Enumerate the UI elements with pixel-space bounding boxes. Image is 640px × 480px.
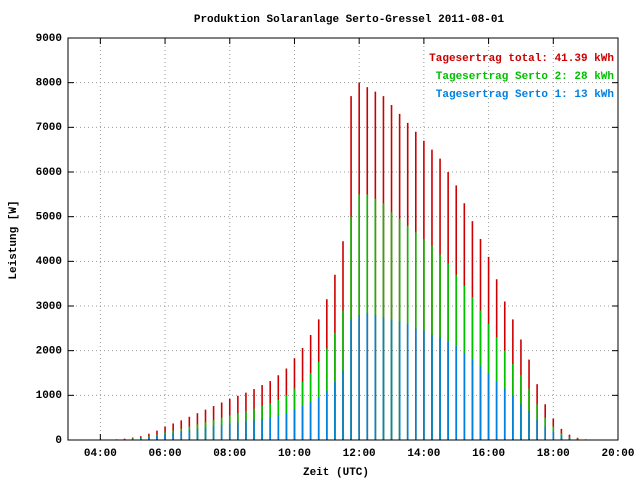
y-tick-label: 8000 [36,78,62,90]
x-tick-label: 20:00 [601,448,634,460]
y-tick-label: 1000 [36,390,62,402]
x-tick-label: 14:00 [407,448,440,460]
plot-border [67,37,619,441]
x-tick-label: 04:00 [84,448,117,460]
chart-title: Produktion Solaranlage Serto-Gressel 201… [194,14,505,26]
x-tick-label: 06:00 [149,448,182,460]
y-tick-label: 5000 [36,212,62,224]
legend-entry: Tagesertrag Serto 1: 13 kWh [436,89,614,101]
y-tick-label: 7000 [36,122,62,134]
y-tick-label: 2000 [36,346,62,358]
y-tick-label: 6000 [36,167,62,179]
y-tick-label: 4000 [36,256,62,268]
x-tick-label: 18:00 [537,448,570,460]
x-tick-label: 10:00 [278,448,311,460]
legend-entry: Tagesertrag total: 41.39 kWh [429,53,614,65]
x-tick-label: 16:00 [472,448,505,460]
y-axis-label: Leistung [W] [8,200,20,279]
y-tick-label: 3000 [36,301,62,313]
y-tick-label: 0 [55,435,62,447]
y-tick-label: 9000 [36,33,62,45]
x-tick-label: 08:00 [213,448,246,460]
x-tick-label: 12:00 [343,448,376,460]
x-axis-label: Zeit (UTC) [303,467,369,479]
legend-entry: Tagesertrag Serto 2: 28 kWh [436,71,614,83]
